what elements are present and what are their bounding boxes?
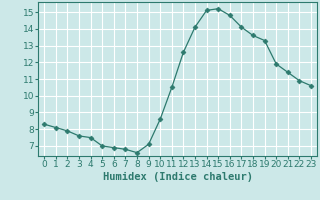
X-axis label: Humidex (Indice chaleur): Humidex (Indice chaleur) bbox=[103, 172, 252, 182]
